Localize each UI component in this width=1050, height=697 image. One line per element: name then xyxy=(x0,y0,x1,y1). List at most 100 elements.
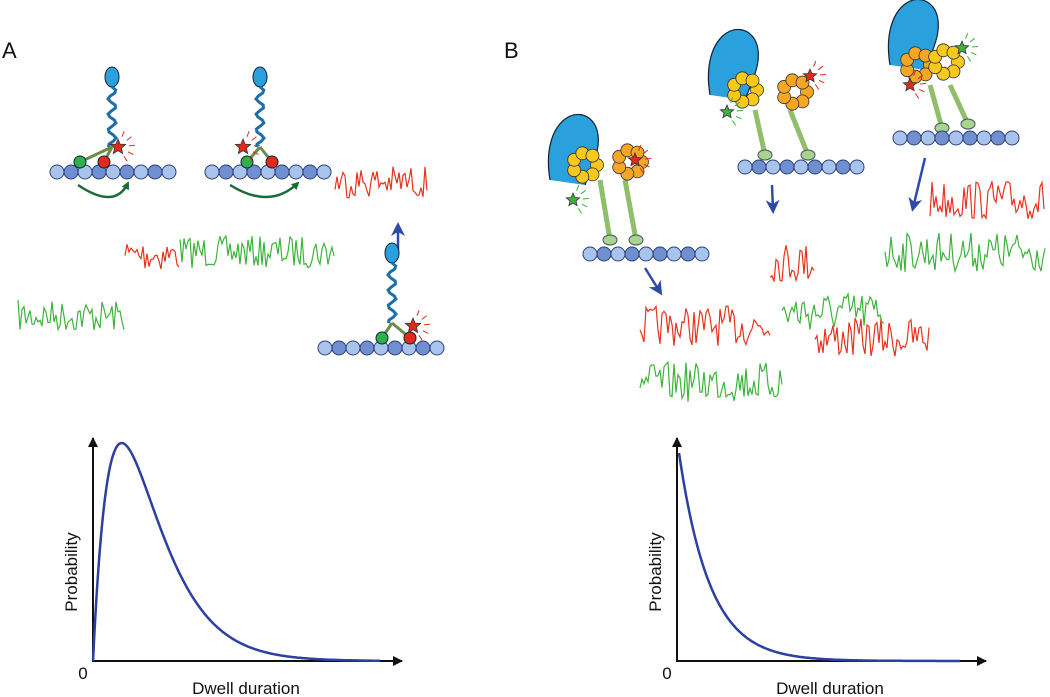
glow xyxy=(581,203,588,208)
tubulin xyxy=(638,246,654,262)
signal-trace xyxy=(17,299,125,332)
glow xyxy=(128,144,135,147)
signal-trace xyxy=(781,292,885,330)
tubulin xyxy=(119,164,135,180)
tubulin xyxy=(331,340,347,356)
fluorophore xyxy=(954,39,970,55)
leg xyxy=(787,109,811,156)
tubulin xyxy=(694,246,710,262)
ring-subunit xyxy=(795,75,810,90)
signal-trace xyxy=(884,231,1046,274)
signal-trace xyxy=(179,234,335,269)
pointer-arrow xyxy=(908,157,927,212)
tubulin xyxy=(793,159,809,175)
tubulin xyxy=(302,164,318,180)
glow xyxy=(644,157,651,160)
ring-subunit xyxy=(745,73,760,88)
fluorophore xyxy=(565,191,581,207)
fluorophore xyxy=(627,151,643,167)
tubulin xyxy=(596,246,612,262)
tubulin xyxy=(680,246,696,262)
tubulin xyxy=(105,164,121,180)
illustration xyxy=(17,0,1046,402)
tubulin xyxy=(976,130,992,146)
tubulin xyxy=(204,164,220,180)
glow xyxy=(818,79,825,84)
leg xyxy=(947,83,971,126)
glow xyxy=(639,168,645,174)
tubulin xyxy=(63,164,79,180)
foot xyxy=(628,234,644,246)
glow xyxy=(421,315,427,320)
tubulin xyxy=(920,130,936,146)
panel-label: A xyxy=(2,38,17,63)
glow xyxy=(126,136,132,141)
tubulin xyxy=(990,130,1006,146)
glow xyxy=(734,101,741,107)
glow xyxy=(918,88,925,93)
glow xyxy=(416,309,420,316)
origin-label: 0 xyxy=(662,664,671,683)
glow xyxy=(121,130,125,137)
tubulin xyxy=(274,164,290,180)
glow xyxy=(969,37,976,43)
glow xyxy=(418,334,423,341)
glow xyxy=(736,109,743,112)
stalk xyxy=(254,85,266,148)
step-arrow xyxy=(77,181,130,199)
head xyxy=(384,242,400,264)
tubulin xyxy=(821,159,837,175)
glow xyxy=(423,323,430,326)
glow xyxy=(730,96,734,103)
tubulin xyxy=(387,340,403,356)
fluorophore xyxy=(109,137,127,155)
glow xyxy=(971,45,978,48)
glow xyxy=(817,65,824,71)
tubulin xyxy=(751,159,767,175)
glow xyxy=(917,74,924,80)
tubulin xyxy=(610,246,626,262)
glow xyxy=(813,60,817,67)
glow xyxy=(919,82,926,85)
distribution-curve xyxy=(91,441,380,662)
leg xyxy=(622,179,639,241)
glow xyxy=(735,115,742,120)
glow xyxy=(251,136,257,141)
tubulin xyxy=(218,164,234,180)
motor-head xyxy=(375,331,389,345)
glow xyxy=(253,144,260,147)
fluorophore xyxy=(802,67,818,83)
motor-head xyxy=(265,155,279,169)
motor-head xyxy=(97,155,111,169)
glow xyxy=(638,144,642,151)
glow xyxy=(966,56,972,62)
ring-subunit xyxy=(585,148,600,163)
y-label: Probability xyxy=(646,532,665,612)
glow xyxy=(643,163,650,168)
glow xyxy=(819,73,826,76)
glow xyxy=(252,151,259,155)
tubulin xyxy=(934,130,950,146)
tubulin xyxy=(962,130,978,146)
foot xyxy=(960,118,976,130)
signal-trace xyxy=(769,245,815,283)
glow xyxy=(248,155,253,162)
glow xyxy=(970,51,977,56)
tubulin xyxy=(429,340,445,356)
leg xyxy=(597,179,613,241)
glow xyxy=(123,155,128,162)
tubulin xyxy=(737,159,753,175)
x-label: Dwell duration xyxy=(776,679,884,697)
glow xyxy=(246,130,250,137)
glow xyxy=(731,120,737,126)
tubulin xyxy=(288,164,304,180)
signal-trace xyxy=(639,304,771,347)
glow xyxy=(576,184,580,191)
glow xyxy=(580,189,587,195)
panel-label: B xyxy=(504,38,519,63)
tubulin xyxy=(582,246,598,262)
motor-head xyxy=(73,155,87,169)
step-arrow xyxy=(229,181,300,199)
tubulin xyxy=(849,159,865,175)
tubulin xyxy=(765,159,781,175)
